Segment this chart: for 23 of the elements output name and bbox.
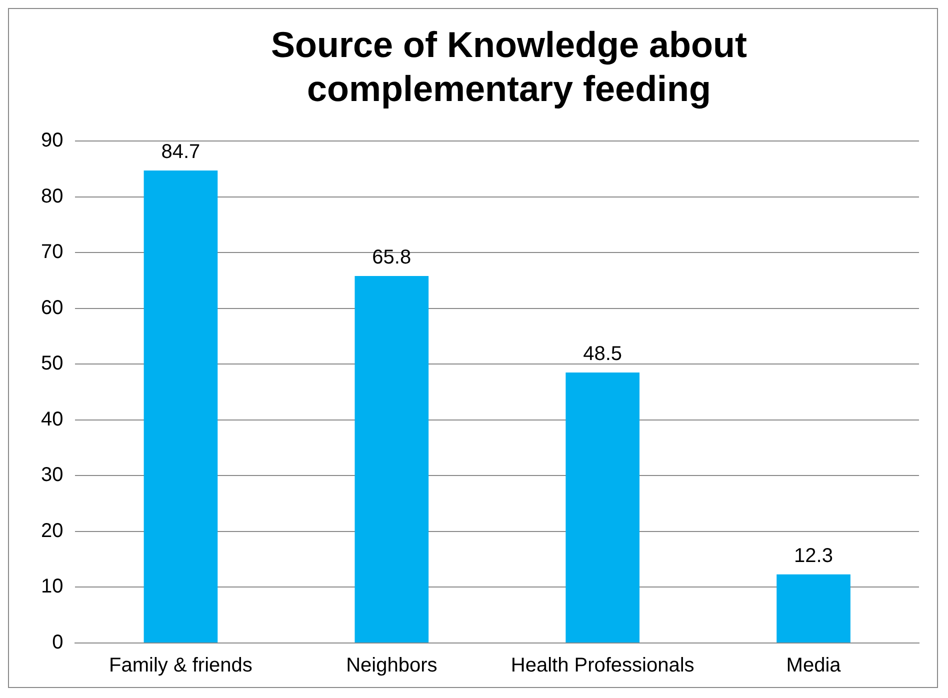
y-tick-label: 0 [52,632,64,654]
x-tick-label: Health Professionals [510,654,694,677]
y-tick-label: 70 [40,241,64,264]
y-tick-label: 10 [40,576,64,598]
bar [354,276,429,642]
y-tick-label: 50 [40,352,64,375]
y-tick-label: 90 [40,130,64,152]
data-label: 48.5 [583,342,622,365]
data-label: 12.3 [794,544,833,567]
bar [144,170,218,642]
chart-title: Source of Knowledge about complementary feeding [270,23,748,111]
bar [566,372,640,642]
y-tick-label: 20 [40,520,64,542]
x-tick-label: Media [786,654,842,677]
bar [776,574,850,642]
data-label: 84.7 [161,141,200,164]
y-tick-label: 30 [40,464,64,486]
y-tick-label: 80 [40,185,64,208]
x-tick-label: Neighbors [346,654,438,677]
y-tick-label: 40 [40,408,64,430]
x-tick-label: Family & friends [109,654,252,677]
data-label: 65.8 [372,246,412,268]
y-tick-label: 60 [40,296,64,319]
